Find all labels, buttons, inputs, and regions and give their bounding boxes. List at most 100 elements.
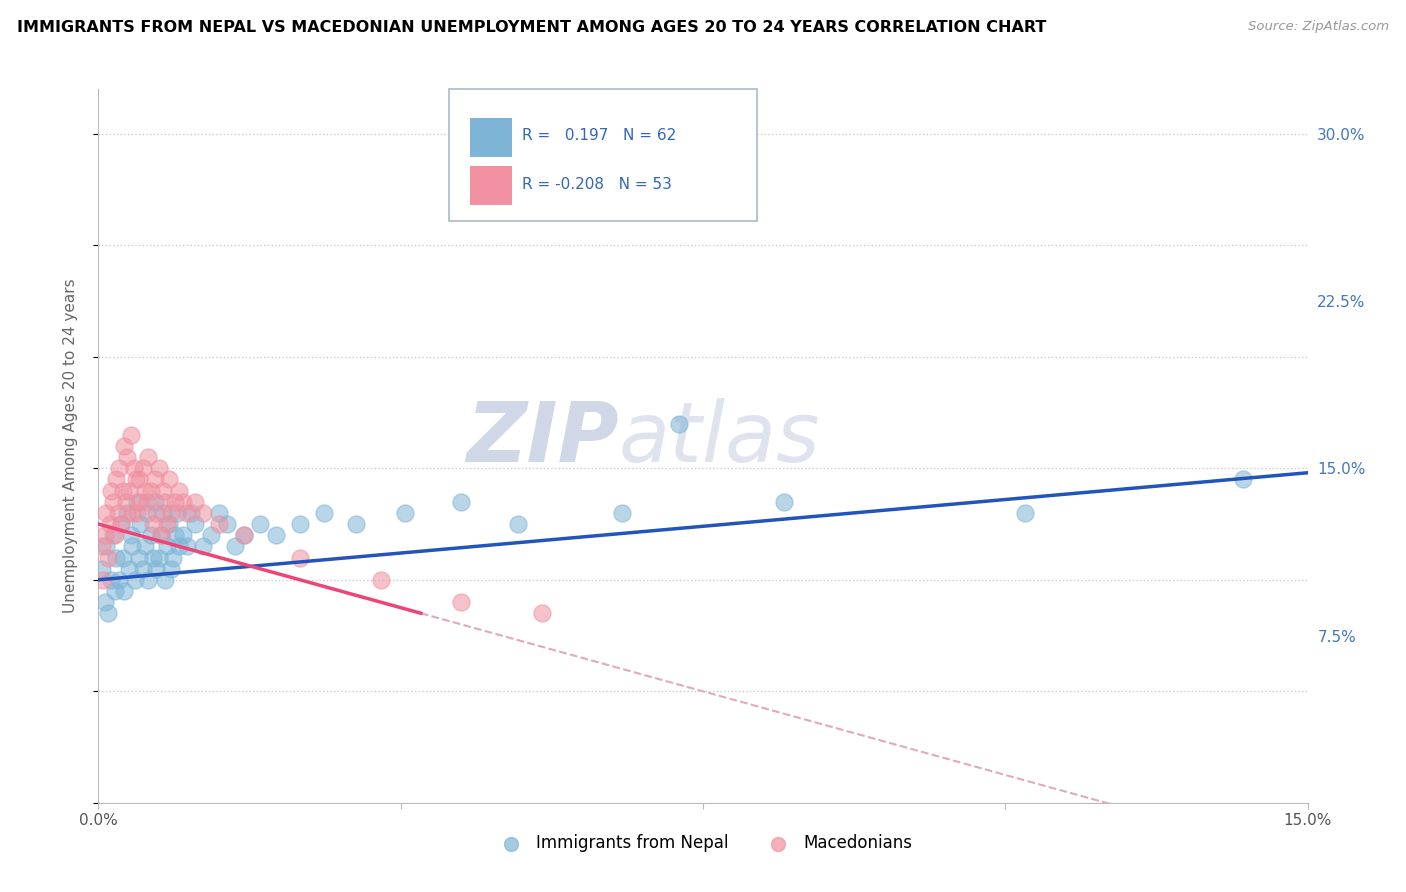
- Point: [394, 506, 416, 520]
- Text: ZIP: ZIP: [465, 399, 619, 479]
- Point: [128, 550, 150, 565]
- Point: [150, 528, 173, 542]
- Point: [101, 528, 124, 542]
- Point: [180, 506, 202, 520]
- Point: [157, 516, 180, 531]
- Point: [314, 506, 336, 520]
- Point: [114, 494, 136, 508]
- FancyBboxPatch shape: [449, 89, 758, 221]
- Point: [288, 516, 311, 531]
- Point: [163, 528, 186, 542]
- Point: [139, 528, 162, 542]
- Point: [105, 472, 128, 486]
- Bar: [470, 118, 512, 157]
- Point: [94, 528, 117, 542]
- Point: [108, 461, 131, 475]
- Point: [217, 516, 239, 531]
- Point: [288, 550, 311, 565]
- Point: [135, 506, 157, 520]
- Point: [105, 550, 128, 565]
- Point: [156, 539, 179, 553]
- Point: [571, 182, 593, 196]
- Point: [134, 483, 156, 498]
- Point: [121, 539, 143, 553]
- Point: [97, 550, 120, 565]
- Point: [138, 573, 160, 587]
- Point: [96, 539, 118, 553]
- Point: [138, 450, 160, 464]
- Point: [142, 516, 165, 531]
- Legend: Immigrants from Nepal, Macedonians: Immigrants from Nepal, Macedonians: [488, 828, 918, 859]
- Point: [145, 562, 167, 576]
- Point: [100, 483, 122, 498]
- Point: [129, 516, 152, 531]
- Point: [124, 573, 146, 587]
- Point: [91, 562, 114, 576]
- Point: [128, 472, 150, 486]
- Point: [135, 494, 157, 508]
- Text: R =   0.197   N = 62: R = 0.197 N = 62: [522, 128, 676, 143]
- Point: [143, 494, 166, 508]
- Point: [184, 494, 207, 508]
- Point: [208, 506, 231, 520]
- Point: [124, 472, 146, 486]
- Point: [153, 494, 176, 508]
- Point: [450, 494, 472, 508]
- Point: [122, 461, 145, 475]
- Point: [101, 494, 124, 508]
- Point: [103, 528, 125, 542]
- Point: [232, 528, 254, 542]
- Point: [132, 461, 155, 475]
- Point: [668, 417, 690, 431]
- Point: [100, 573, 122, 587]
- Point: [96, 506, 118, 520]
- Point: [98, 516, 121, 531]
- Point: [145, 506, 167, 520]
- Point: [90, 539, 112, 553]
- Point: [103, 583, 125, 598]
- Point: [107, 506, 129, 520]
- Point: [224, 539, 246, 553]
- Point: [153, 573, 176, 587]
- Point: [143, 472, 166, 486]
- Point: [163, 494, 186, 508]
- Point: [91, 573, 114, 587]
- Point: [1014, 506, 1036, 520]
- Point: [160, 562, 183, 576]
- Point: [118, 483, 141, 498]
- Point: [370, 573, 392, 587]
- Point: [117, 450, 139, 464]
- Point: [200, 528, 222, 542]
- Point: [166, 506, 188, 520]
- Point: [264, 528, 287, 542]
- Point: [506, 516, 529, 531]
- Text: Source: ZipAtlas.com: Source: ZipAtlas.com: [1249, 20, 1389, 33]
- Point: [1232, 472, 1254, 486]
- Point: [167, 539, 190, 553]
- Point: [193, 539, 215, 553]
- Point: [344, 516, 367, 531]
- Point: [450, 595, 472, 609]
- Point: [772, 494, 794, 508]
- Point: [249, 516, 271, 531]
- Point: [232, 528, 254, 542]
- Point: [162, 550, 184, 565]
- Point: [172, 528, 194, 542]
- Point: [134, 539, 156, 553]
- Point: [152, 483, 174, 498]
- Y-axis label: Unemployment Among Ages 20 to 24 years: Unemployment Among Ages 20 to 24 years: [63, 278, 77, 614]
- Point: [115, 506, 138, 520]
- Point: [150, 528, 173, 542]
- Point: [176, 506, 198, 520]
- Point: [148, 550, 170, 565]
- Text: IMMIGRANTS FROM NEPAL VS MACEDONIAN UNEMPLOYMENT AMONG AGES 20 TO 24 YEARS CORRE: IMMIGRANTS FROM NEPAL VS MACEDONIAN UNEM…: [17, 20, 1046, 35]
- Point: [127, 494, 149, 508]
- Point: [111, 550, 134, 565]
- Bar: [470, 166, 512, 205]
- Point: [110, 516, 132, 531]
- Point: [156, 516, 179, 531]
- Point: [157, 472, 180, 486]
- Point: [97, 607, 120, 621]
- Point: [110, 516, 132, 531]
- Point: [129, 494, 152, 508]
